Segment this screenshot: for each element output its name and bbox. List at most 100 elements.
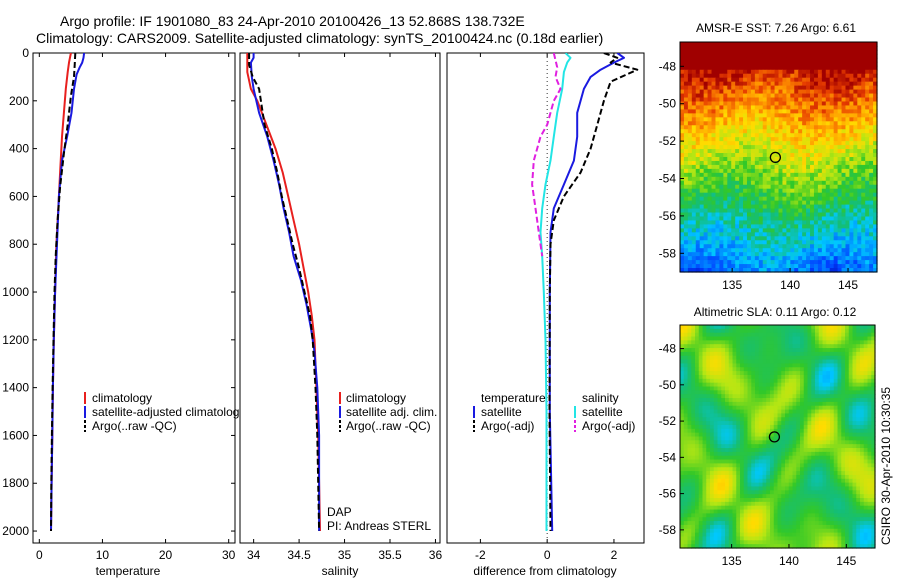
sla-cell xyxy=(860,351,865,357)
sst-cell xyxy=(829,42,835,47)
sst-cell xyxy=(727,172,732,178)
sst-cell xyxy=(794,180,799,186)
series-line-salinity-satellite xyxy=(539,53,572,531)
sla-cell xyxy=(698,401,704,407)
sla-cell xyxy=(687,371,692,376)
sla-cell xyxy=(751,371,756,376)
sst-cell xyxy=(778,93,784,99)
sst-cell xyxy=(798,61,803,67)
sla-cell xyxy=(736,332,741,338)
sla-cell xyxy=(747,432,752,438)
sst-cell xyxy=(794,81,799,87)
sst-cell xyxy=(794,137,799,142)
sst-cell xyxy=(680,133,685,138)
sst-cell xyxy=(810,85,815,91)
sst-cell xyxy=(703,184,709,190)
sla-cell xyxy=(687,382,692,388)
sla-cell xyxy=(863,405,869,411)
sst-cell xyxy=(707,228,713,233)
sst-cell xyxy=(680,77,685,83)
sst-cell xyxy=(754,129,760,134)
sla-cell xyxy=(721,401,726,407)
sst-cell xyxy=(680,232,685,237)
sla-cell xyxy=(826,440,831,445)
sla-cell xyxy=(781,413,786,418)
sla-cell xyxy=(755,348,760,353)
sla-cell xyxy=(777,355,782,361)
sla-cell xyxy=(736,394,741,399)
sst-cell xyxy=(841,45,847,51)
sst-cell xyxy=(691,172,697,178)
sst-cell xyxy=(813,65,819,71)
sla-cell xyxy=(706,355,711,361)
sst-cell xyxy=(715,153,720,158)
sst-cell xyxy=(774,212,780,218)
sst-cell xyxy=(841,260,847,265)
sst-cell xyxy=(802,212,807,218)
sst-cell xyxy=(849,184,854,190)
sst-cell xyxy=(683,117,689,122)
sla-cell xyxy=(841,348,846,353)
sla-cell xyxy=(871,332,876,338)
sst-cell xyxy=(790,97,795,103)
sst-cell xyxy=(731,260,736,265)
sla-cell xyxy=(803,328,809,334)
sst-cell xyxy=(810,137,815,142)
sla-cell xyxy=(702,382,707,388)
sla-cell xyxy=(822,455,827,461)
sst-cell xyxy=(711,113,717,118)
sst-cell xyxy=(782,45,787,51)
sla-cell xyxy=(695,398,700,403)
sst-cell xyxy=(810,176,815,182)
sst-cell xyxy=(817,133,823,138)
sst-cell xyxy=(817,53,823,59)
sst-cell xyxy=(754,69,760,75)
sst-cell xyxy=(786,57,791,63)
sla-cell xyxy=(743,424,749,430)
sst-cell xyxy=(695,268,701,273)
sst-cell xyxy=(790,244,795,249)
sst-cell xyxy=(683,232,689,237)
sst-cell xyxy=(683,57,689,63)
sla-cell xyxy=(710,463,715,468)
sla-cell xyxy=(830,332,835,338)
sst-cell xyxy=(770,69,776,75)
sst-cell xyxy=(813,212,819,218)
sst-cell xyxy=(731,61,736,67)
sla-cell xyxy=(800,444,805,449)
sla-cell xyxy=(837,432,842,438)
sst-cell xyxy=(861,256,866,261)
sst-cell xyxy=(719,268,724,273)
sst-cell xyxy=(770,101,776,107)
sla-cell xyxy=(702,325,707,330)
sst-cell xyxy=(873,53,878,59)
sla-cell xyxy=(695,424,700,430)
sst-cell xyxy=(813,256,819,261)
sst-cell xyxy=(825,133,831,138)
sst-cell xyxy=(711,145,717,150)
sst-cell xyxy=(683,113,689,118)
sst-cell xyxy=(873,81,878,87)
sla-cell xyxy=(710,413,715,418)
sst-cell xyxy=(731,137,736,142)
sst-cell xyxy=(727,73,732,79)
sla-cell xyxy=(811,332,816,338)
sst-cell xyxy=(758,176,764,182)
sst-cell xyxy=(794,101,799,107)
sst-cell xyxy=(680,61,685,67)
sla-cell xyxy=(740,340,745,345)
sla-cell xyxy=(743,367,749,372)
sla-cell xyxy=(852,405,857,411)
sst-cell xyxy=(829,85,835,91)
sla-cell xyxy=(852,386,857,391)
sst-cell xyxy=(790,236,795,241)
sla-cell xyxy=(698,448,704,453)
sst-cell xyxy=(754,196,760,202)
sla-cell xyxy=(781,401,786,407)
sst-cell xyxy=(861,149,866,154)
sla-cell xyxy=(717,394,722,399)
sst-cell xyxy=(683,180,689,186)
sst-cell xyxy=(699,42,705,47)
sla-cell xyxy=(815,336,820,341)
sla-cell xyxy=(777,340,782,345)
